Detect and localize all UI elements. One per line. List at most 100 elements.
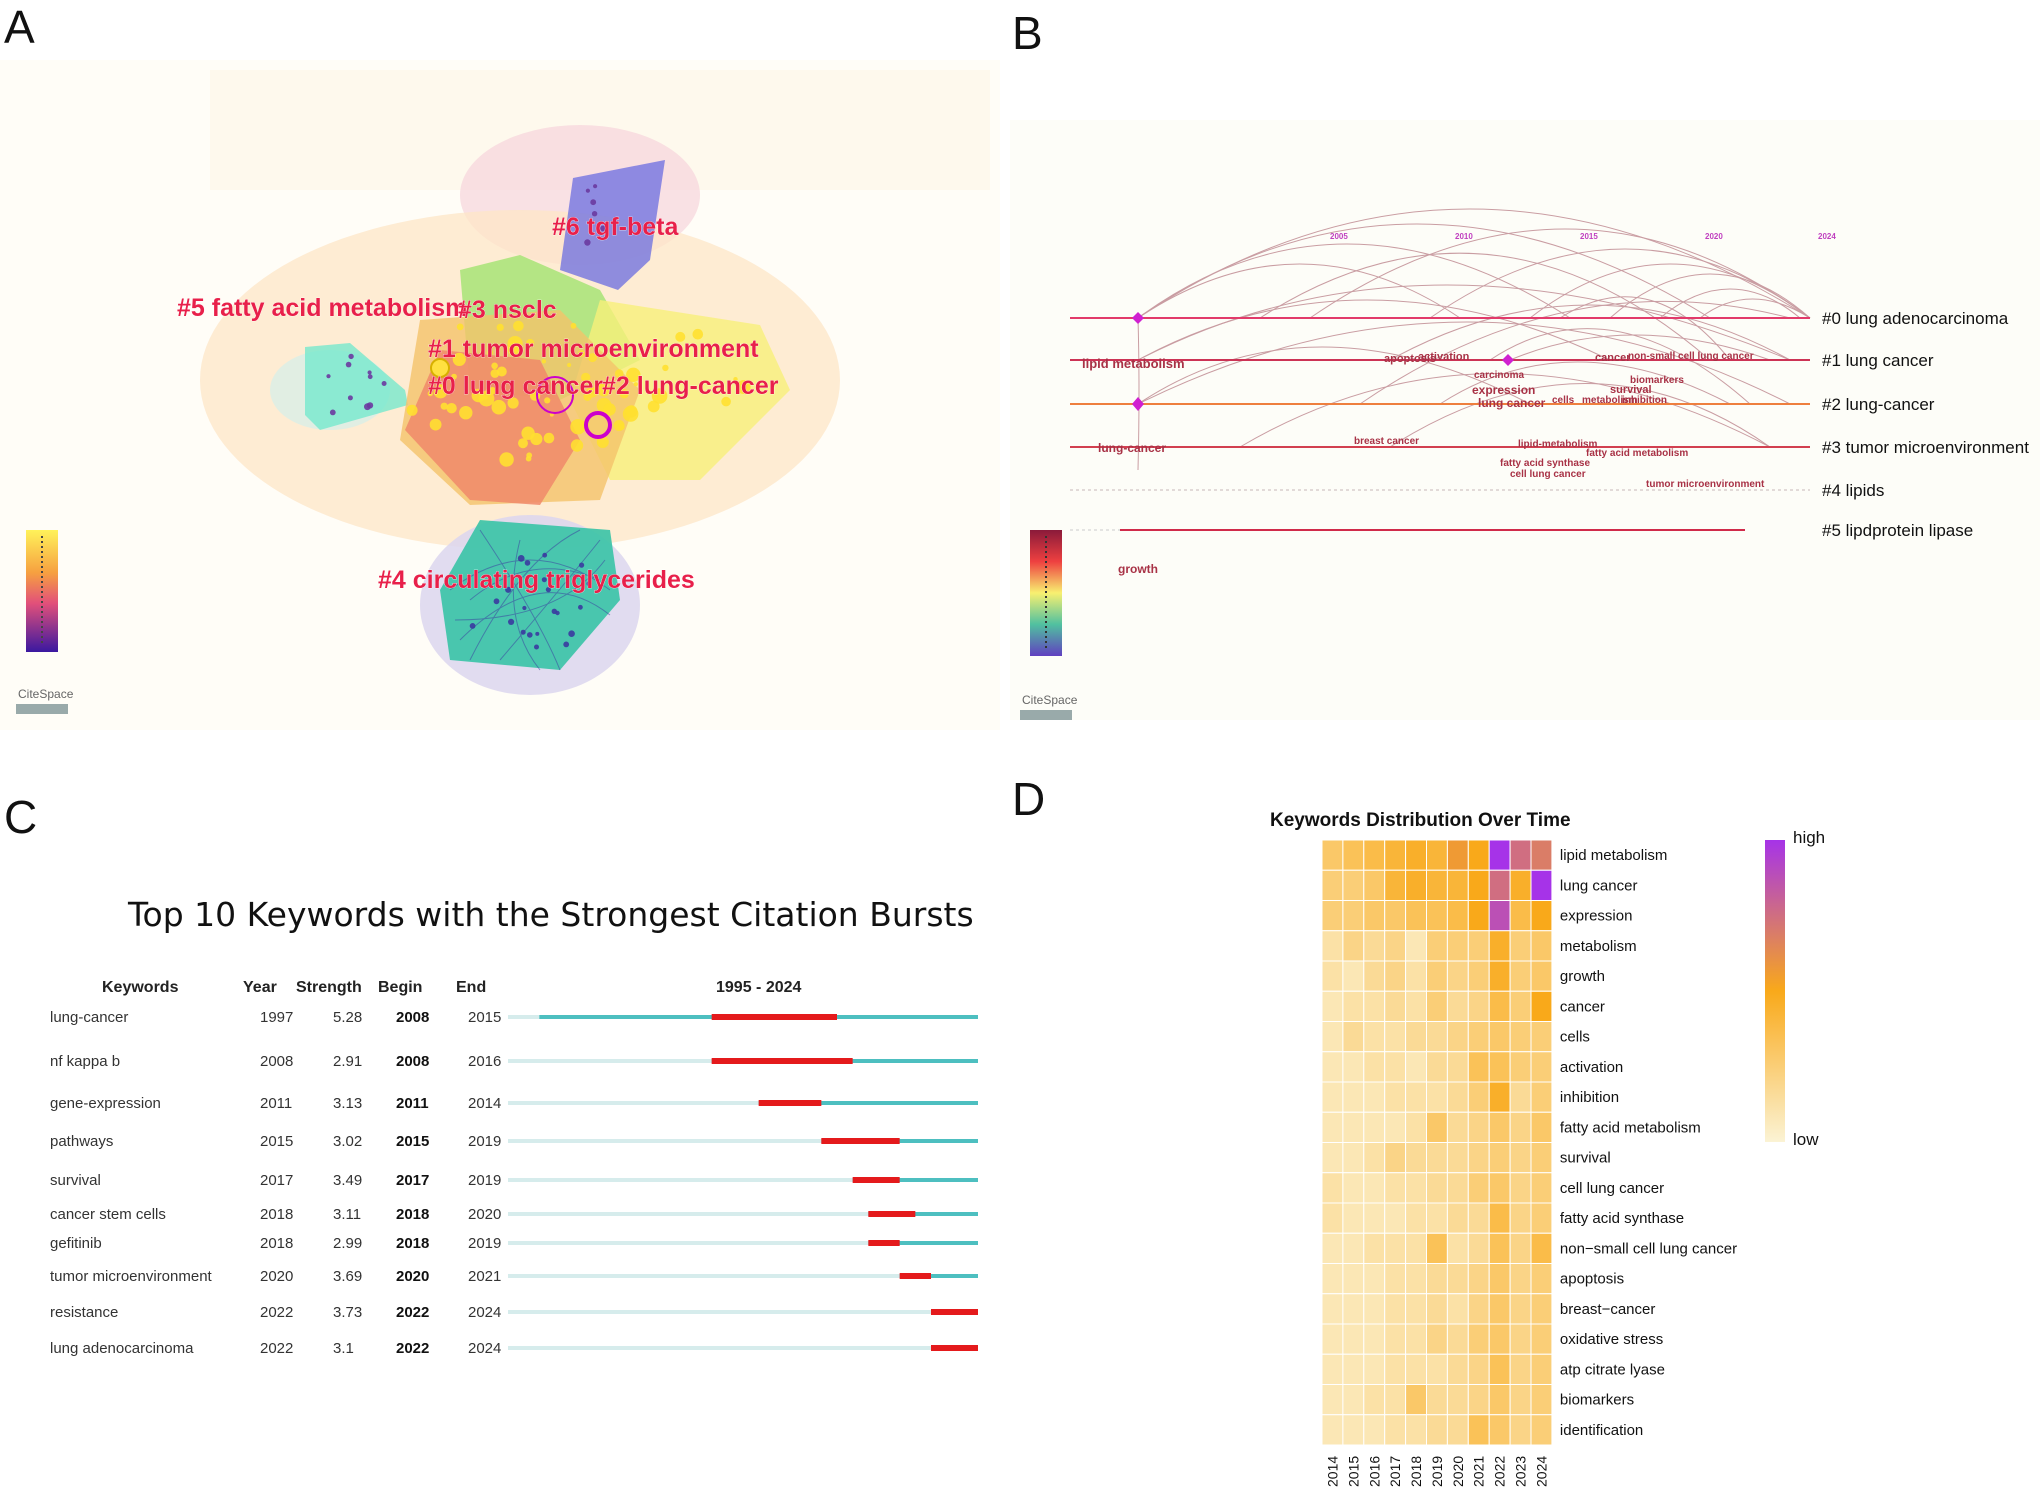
burst-year: 2022 xyxy=(260,1304,293,1321)
heatmap-cell xyxy=(1342,869,1365,901)
heatmap-cell xyxy=(1321,1414,1344,1446)
heatmap-cell xyxy=(1384,1172,1407,1204)
burst-strength: 2.91 xyxy=(333,1053,362,1070)
legend-low: low xyxy=(1793,1130,1819,1149)
burst-strength: 3.13 xyxy=(333,1095,362,1112)
keyword-heatmap: Keywords Distribution Over Time lipid me… xyxy=(1270,810,1825,1487)
heatmap-cell xyxy=(1509,1202,1532,1234)
network-node xyxy=(675,331,686,342)
heatmap-row-label: inhibition xyxy=(1560,1089,1619,1106)
kw-biomarkers: biomarkers xyxy=(1630,375,1684,386)
network-node xyxy=(597,384,610,397)
heatmap-cell xyxy=(1321,1293,1344,1325)
network-node xyxy=(692,328,704,340)
heatmap-cell xyxy=(1530,960,1553,992)
network-node xyxy=(406,404,418,416)
heatmap-cell xyxy=(1405,1414,1428,1446)
heatmap-cell xyxy=(1426,960,1448,992)
heatmap-cell xyxy=(1488,1081,1511,1113)
heatmap-col-label: 2023 xyxy=(1513,1456,1529,1487)
heatmap-row-label: fatty acid metabolism xyxy=(1560,1119,1701,1136)
burst-end: 2014 xyxy=(468,1095,501,1112)
burst-strength: 3.1 xyxy=(333,1340,354,1357)
heatmap-cell xyxy=(1321,990,1344,1022)
network-node xyxy=(626,367,641,382)
heatmap-cell xyxy=(1363,930,1386,962)
heatmap-cell xyxy=(1530,1263,1553,1295)
network-node xyxy=(586,386,598,398)
heatmap-cell xyxy=(1446,839,1469,871)
heatmap-cell xyxy=(1384,1111,1407,1143)
network-node xyxy=(603,403,616,416)
heatmap-cell xyxy=(1363,1021,1386,1053)
heatmap-cell xyxy=(1342,990,1365,1022)
network-node xyxy=(469,623,476,629)
kw-apoptosis: apoptosis xyxy=(1384,353,1436,365)
heatmap-row-label: cancer xyxy=(1560,998,1605,1015)
heatmap-cell xyxy=(1467,1021,1490,1053)
heatmap-cell xyxy=(1530,1111,1553,1143)
network-node xyxy=(590,199,597,206)
heatmap-cell xyxy=(1321,1202,1344,1234)
heatmap-cell xyxy=(1363,1051,1386,1083)
heatmap-cell xyxy=(1321,1142,1344,1174)
kw-tumor-microenvironment: tumor microenvironment xyxy=(1646,479,1765,490)
heatmap-col-label: 2016 xyxy=(1366,1456,1382,1487)
heatmap-cell xyxy=(1363,960,1386,992)
heatmap-cell xyxy=(1446,1414,1469,1446)
heatmap-cell xyxy=(1446,1142,1469,1174)
burst-end: 2019 xyxy=(468,1172,501,1189)
burst-end: 2015 xyxy=(468,1009,501,1026)
heatmap-cell xyxy=(1530,1414,1553,1446)
heatmap-row-label: identification xyxy=(1560,1422,1643,1439)
heatmap-cell xyxy=(1530,1384,1553,1416)
heatmap-cell xyxy=(1488,900,1511,932)
network-node xyxy=(619,389,629,399)
heatmap-cell xyxy=(1426,1202,1448,1234)
hull-fatty-acid-metabolism xyxy=(305,343,408,430)
heatmap-cell xyxy=(1530,990,1553,1022)
heatmap-cell xyxy=(1488,1021,1511,1053)
heatmap-cell xyxy=(1321,1172,1344,1204)
col-begin: Begin xyxy=(378,979,422,996)
heatmap-cell xyxy=(1530,900,1553,932)
year-label-2005: 2005 xyxy=(1330,232,1348,241)
heatmap-cell xyxy=(1405,900,1428,932)
heatmap-cell xyxy=(1342,1323,1365,1355)
timeline-cluster-5: #5 lipdprotein lipase xyxy=(1822,521,1973,540)
network-node xyxy=(625,405,638,418)
heatmap-cell xyxy=(1509,1081,1532,1113)
heatmap-cell xyxy=(1405,1293,1428,1325)
heatmap-row-label: lung cancer xyxy=(1560,877,1638,894)
heatmap-cell xyxy=(1467,1353,1490,1385)
heatmap-row-label: growth xyxy=(1560,968,1605,985)
burst-title: Top 10 Keywords with the Strongest Citat… xyxy=(127,895,974,934)
heatmap-cell xyxy=(1530,869,1553,901)
heatmap-col-label: 2022 xyxy=(1492,1456,1508,1487)
heatmap-cell xyxy=(1426,1293,1448,1325)
heatmap-cell xyxy=(1426,1172,1448,1204)
network-node xyxy=(345,361,352,368)
heatmap-cell xyxy=(1426,1414,1448,1446)
heatmap-row-label: cells xyxy=(1560,1029,1590,1046)
network-edges xyxy=(449,529,611,671)
heatmap-cell xyxy=(1384,1202,1407,1234)
kw-cancer: cancer xyxy=(1595,352,1631,364)
heatmap-cell xyxy=(1488,1384,1511,1416)
burst-strength: 3.49 xyxy=(333,1172,362,1189)
network-node xyxy=(348,353,354,360)
heatmap-cell xyxy=(1384,1263,1407,1295)
burst-keyword: pathways xyxy=(50,1133,113,1150)
heatmap-cell xyxy=(1384,869,1407,901)
burst-end: 2020 xyxy=(468,1206,501,1223)
burst-year: 2020 xyxy=(260,1268,293,1285)
heatmap-cell xyxy=(1488,1293,1511,1325)
network-node xyxy=(496,366,507,377)
heatmap-cell xyxy=(1426,869,1448,901)
heatmap-row-label: activation xyxy=(1560,1059,1623,1076)
heatmap-cell xyxy=(1426,930,1448,962)
heatmap-cell xyxy=(1363,1384,1386,1416)
heatmap-cell xyxy=(1426,1111,1448,1143)
heatmap-cell xyxy=(1363,1263,1386,1295)
heatmap-cell xyxy=(1363,839,1386,871)
